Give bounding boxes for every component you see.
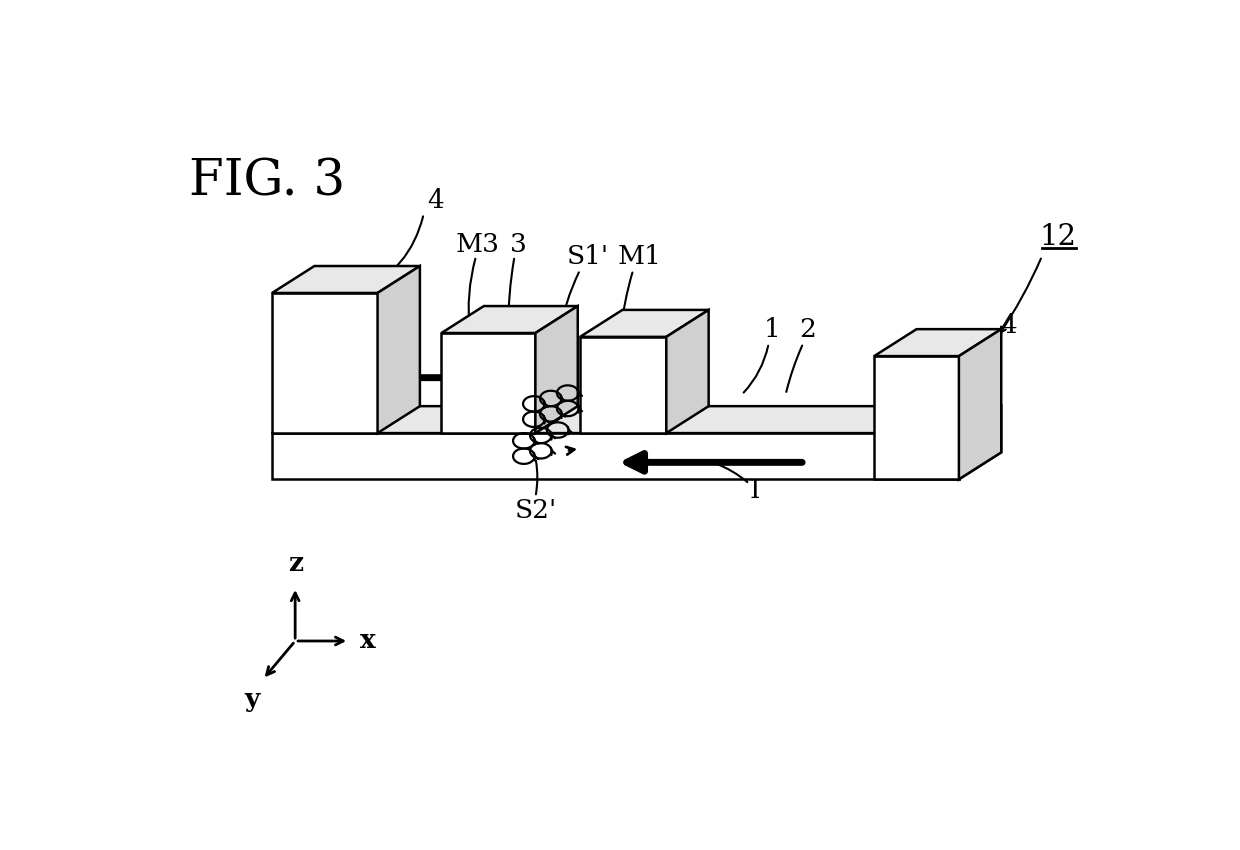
Text: S1': S1': [567, 243, 609, 269]
Text: 4: 4: [427, 188, 444, 213]
Polygon shape: [874, 329, 1001, 356]
Polygon shape: [874, 356, 959, 479]
Text: y: y: [244, 687, 259, 712]
Text: M1: M1: [618, 243, 661, 269]
Polygon shape: [959, 406, 1001, 479]
Polygon shape: [580, 310, 708, 337]
Text: 2: 2: [799, 317, 816, 342]
Polygon shape: [272, 434, 959, 479]
Polygon shape: [272, 293, 377, 434]
Text: S2': S2': [515, 497, 557, 523]
Text: I: I: [750, 479, 760, 503]
Text: z: z: [288, 552, 303, 576]
Polygon shape: [441, 333, 536, 434]
Polygon shape: [666, 310, 708, 434]
Text: 12: 12: [1039, 223, 1076, 251]
Text: 4: 4: [1001, 313, 1017, 337]
Text: FIG. 3: FIG. 3: [188, 157, 345, 207]
Polygon shape: [377, 266, 420, 434]
Polygon shape: [580, 337, 666, 434]
Polygon shape: [272, 266, 420, 293]
Text: 1: 1: [764, 317, 781, 342]
Text: 3: 3: [510, 232, 527, 257]
Polygon shape: [959, 329, 1001, 479]
Text: x: x: [360, 628, 376, 654]
Polygon shape: [441, 306, 578, 333]
Polygon shape: [272, 406, 1001, 434]
Text: M3: M3: [455, 232, 500, 257]
Polygon shape: [536, 306, 578, 434]
